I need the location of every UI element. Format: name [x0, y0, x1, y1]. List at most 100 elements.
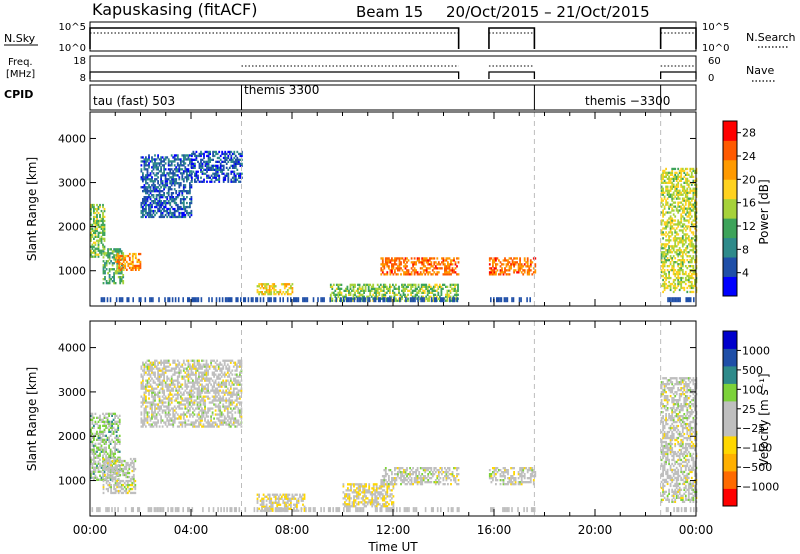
echo-cell: [176, 209, 179, 213]
echo-cell: [142, 375, 144, 378]
echo-cell: [178, 417, 181, 420]
echo-cell: [202, 395, 205, 398]
echo-cell: [193, 359, 196, 362]
echo-cell: [410, 291, 412, 294]
echo-cell: [230, 164, 233, 167]
echo-cell: [173, 180, 176, 183]
echo-cell: [164, 421, 167, 424]
echo-cell: [672, 286, 675, 290]
echo-cell: [184, 389, 187, 392]
echo-cell: [154, 154, 156, 157]
echo-cell: [686, 199, 689, 202]
echo-cell: [93, 460, 95, 463]
echo-cell: [224, 158, 227, 161]
echo-cell: [363, 283, 365, 286]
echo-cell: [684, 270, 687, 274]
echo-cell: [230, 158, 233, 161]
echo-cell: [184, 154, 187, 157]
echo-cell: [334, 295, 337, 298]
echo-cell: [140, 178, 143, 181]
echo-cell: [194, 158, 196, 161]
echo-cell: [415, 271, 417, 274]
echo-cell: [100, 432, 103, 435]
echo-cell: [665, 199, 667, 202]
echo-cell: [134, 491, 137, 495]
echo-cell: [681, 245, 684, 248]
near-range-echo: [174, 297, 177, 303]
echo-cell: [404, 295, 406, 298]
echo-cell: [169, 391, 172, 394]
echo-cell: [692, 179, 695, 182]
y-tick-label: 1000: [58, 265, 86, 278]
echo-cell: [105, 477, 108, 481]
echo-cell: [181, 423, 184, 426]
echo-cell: [692, 267, 695, 270]
echo-cell: [516, 271, 518, 274]
near-range-echo: [329, 297, 331, 303]
echo-cell: [93, 448, 95, 451]
echo-cell: [227, 168, 230, 171]
echo-cell: [167, 395, 170, 398]
echo-cell: [158, 192, 161, 195]
echo-cell: [187, 401, 190, 404]
echo-cell: [132, 479, 135, 483]
echo-cell: [138, 268, 140, 271]
echo-cell: [178, 213, 181, 217]
echo-cell: [175, 363, 178, 366]
echo-cell: [264, 283, 266, 286]
echo-cell: [672, 255, 675, 258]
echo-cell: [207, 371, 209, 374]
echo-cell: [692, 219, 695, 222]
echo-cell: [146, 190, 149, 193]
echo-cell: [416, 259, 419, 262]
echo-cell: [134, 487, 137, 491]
echo-cell: [520, 267, 523, 270]
echo-cell: [357, 289, 359, 292]
echo-cell: [91, 436, 94, 439]
echo-cell: [169, 186, 172, 189]
echo-cell: [116, 266, 119, 269]
echo-cell: [145, 156, 147, 159]
echo-cell: [660, 284, 663, 288]
echo-cell: [203, 178, 205, 181]
echo-cell: [665, 173, 667, 176]
echo-cell: [395, 263, 398, 266]
echo-cell: [424, 259, 427, 262]
echo-cell: [218, 160, 221, 163]
echo-cell: [199, 399, 202, 402]
echo-cell: [672, 239, 675, 242]
echo-cell: [663, 195, 666, 198]
echo-cell: [142, 207, 144, 211]
echo-cell: [167, 401, 170, 404]
echo-cell: [681, 231, 684, 234]
echo-cell: [151, 190, 153, 193]
echo-cell: [211, 387, 214, 390]
echo-cell: [93, 217, 95, 221]
echo-cell: [189, 198, 191, 201]
echo-cell: [134, 254, 137, 258]
echo-cell: [190, 213, 193, 217]
echo-cell: [155, 198, 158, 201]
echo-cell: [160, 209, 162, 213]
echo-cell: [199, 401, 202, 404]
echo-cell: [184, 205, 187, 209]
echo-cell: [170, 176, 173, 179]
echo-cell: [223, 391, 226, 394]
echo-cell: [678, 209, 681, 212]
echo-cell: [450, 263, 452, 266]
echo-cell: [182, 156, 185, 159]
echo-cell: [154, 158, 156, 161]
echo-cell: [182, 184, 185, 187]
echo-cell: [103, 247, 106, 250]
echo-cell: [202, 375, 205, 378]
echo-cell: [94, 229, 97, 232]
echo-cell: [184, 190, 187, 193]
echo-cell: [99, 448, 101, 451]
echo-cell: [140, 156, 143, 159]
echo-cell: [189, 184, 191, 187]
echo-cell: [181, 413, 184, 416]
near-range-echo: [118, 297, 121, 303]
echo-cell: [666, 201, 669, 204]
echo-cell: [408, 283, 411, 286]
echo-cell: [145, 361, 147, 364]
